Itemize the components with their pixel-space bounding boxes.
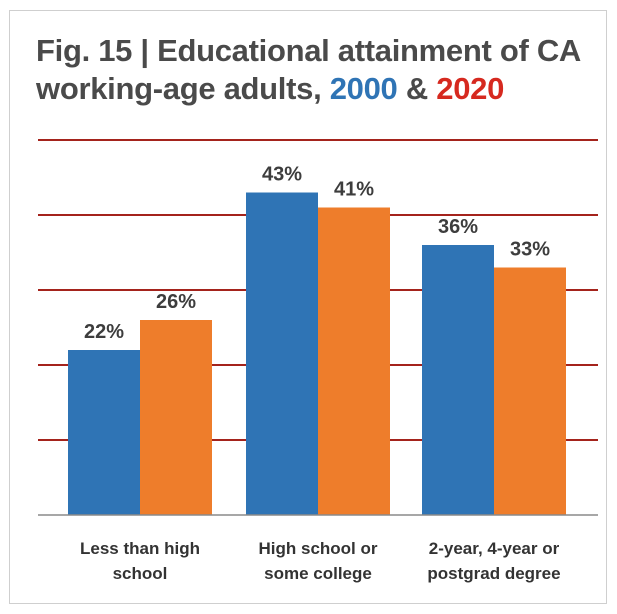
category-label-2-line-1: postgrad degree [427, 564, 560, 583]
value-label-2000-1: 43% [262, 164, 302, 186]
bar-2000-0 [68, 350, 140, 515]
value-label-2000-0: 22% [84, 321, 124, 343]
chart-title: Fig. 15 | Educational attainment of CA w… [36, 32, 596, 108]
bar-2000-1 [246, 192, 318, 515]
category-label-1-line-0: High school or [259, 539, 378, 558]
bar-2020-0 [140, 320, 212, 515]
category-label-2-line-0: 2-year, 4-year or [429, 539, 560, 558]
value-label-2020-1: 41% [334, 179, 374, 201]
title-ampersand: & [405, 71, 428, 106]
bar-2000-2 [422, 245, 494, 515]
value-label-2000-2: 36% [438, 216, 478, 238]
bar-2020-1 [318, 207, 390, 515]
category-label-1-line-1: some college [264, 564, 372, 583]
category-label-0-line-0: Less than high [80, 539, 200, 558]
title-line-1: Fig. 15 | Educational attainment of CA [36, 33, 581, 68]
title-line-2-prefix: working-age adults, [36, 71, 322, 106]
value-label-2020-2: 33% [510, 239, 550, 261]
value-label-2020-0: 26% [156, 291, 196, 313]
legend-year-2020: 2020 [436, 71, 505, 106]
category-label-0-line-1: school [113, 564, 168, 583]
legend-year-2000: 2000 [329, 71, 398, 106]
title-line-2: working-age adults, 2000 & 2020 [36, 70, 596, 108]
bar-2020-2 [494, 267, 566, 515]
